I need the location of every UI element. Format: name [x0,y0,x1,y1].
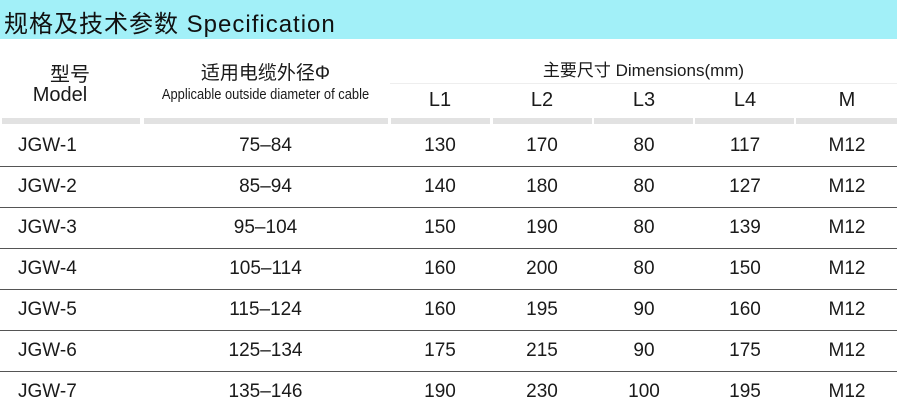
cell-m: M12 [828,299,866,320]
cell-l4: 175 [729,340,761,361]
dimensions-divider [390,83,897,84]
cell-diameter: 85–94 [239,176,292,197]
cell-l4: 160 [729,299,761,320]
cell-l3: 80 [633,135,655,156]
header-l1: L1 [428,89,452,111]
cell-m: M12 [828,258,866,279]
header-bar [796,118,897,124]
cell-l2: 195 [526,299,558,320]
header-l3: L3 [632,89,656,111]
cell-model: JGW-3 [18,217,77,238]
table-row: JGW-6 125–134 175 215 90 175 M12 [0,330,897,372]
cell-diameter: 115–124 [229,299,302,320]
cell-model: JGW-2 [18,176,77,197]
cell-l1: 140 [424,176,456,197]
cell-diameter: 135–146 [228,381,303,402]
header-l4: L4 [733,89,757,111]
header-m: M [838,89,856,111]
cell-l3: 80 [633,217,655,238]
cell-l1: 130 [424,135,456,156]
header-bar [695,118,794,124]
cell-l3: 80 [633,176,655,197]
header-dimensions: 主要尺寸 Dimensions(mm) [542,61,745,80]
header-model-en: Model [32,84,88,106]
table-row: JGW-5 115–124 160 195 90 160 M12 [0,289,897,331]
table-row: JGW-4 105–114 160 200 80 150 M12 [0,248,897,290]
cell-l2: 180 [526,176,558,197]
page-title: 规格及技术参数 Specification [4,11,336,38]
cell-model: JGW-4 [18,258,77,279]
cell-model: JGW-7 [18,381,77,402]
cell-l4: 195 [729,381,761,402]
cell-m: M12 [828,176,866,197]
cell-m: M12 [828,381,866,402]
cell-diameter: 75–84 [239,135,292,156]
cell-l1: 160 [424,299,456,320]
cell-l2: 230 [526,381,558,402]
cell-l1: 160 [424,258,456,279]
header-diameter-en: Applicable outside diameter of cable [161,86,370,103]
cell-model: JGW-6 [18,340,77,361]
cell-m: M12 [828,340,866,361]
cell-l2: 170 [526,135,558,156]
header-bar [144,118,388,124]
cell-l2: 200 [526,258,558,279]
cell-l1: 190 [424,381,456,402]
cell-l2: 215 [526,340,558,361]
header-bar [594,118,693,124]
cell-l3: 90 [633,299,655,320]
cell-l4: 127 [729,176,761,197]
cell-l3: 90 [633,340,655,361]
header-model-cn: 型号 [50,64,90,86]
cell-m: M12 [828,135,866,156]
header-bar [2,118,140,124]
header-bar [391,118,490,124]
cell-l3: 80 [633,258,655,279]
cell-l4: 139 [729,217,761,238]
cell-model: JGW-1 [18,135,77,156]
table-row: JGW-2 85–94 140 180 80 127 M12 [0,166,897,208]
cell-m: M12 [828,217,866,238]
cell-l3: 100 [628,381,660,402]
cell-diameter: 95–104 [233,217,298,238]
cell-diameter: 125–134 [228,340,303,361]
header-l2: L2 [530,89,554,111]
cell-l4: 150 [729,258,761,279]
cell-l1: 150 [424,217,456,238]
cell-model: JGW-5 [18,299,77,320]
cell-diameter: 105–114 [229,258,302,279]
title-bar: 规格及技术参数 Specification [0,0,897,39]
header-bar [493,118,592,124]
table-row: JGW-7 135–146 190 230 100 195 M12 [0,371,897,409]
cell-l4: 117 [729,135,761,156]
cell-l1: 175 [424,340,456,361]
header-diameter-cn: 适用电缆外径Φ [200,63,331,84]
cell-l2: 190 [526,217,558,238]
table-row: JGW-3 95–104 150 190 80 139 M12 [0,207,897,249]
table-row: JGW-1 75–84 130 170 80 117 M12 [0,125,897,167]
